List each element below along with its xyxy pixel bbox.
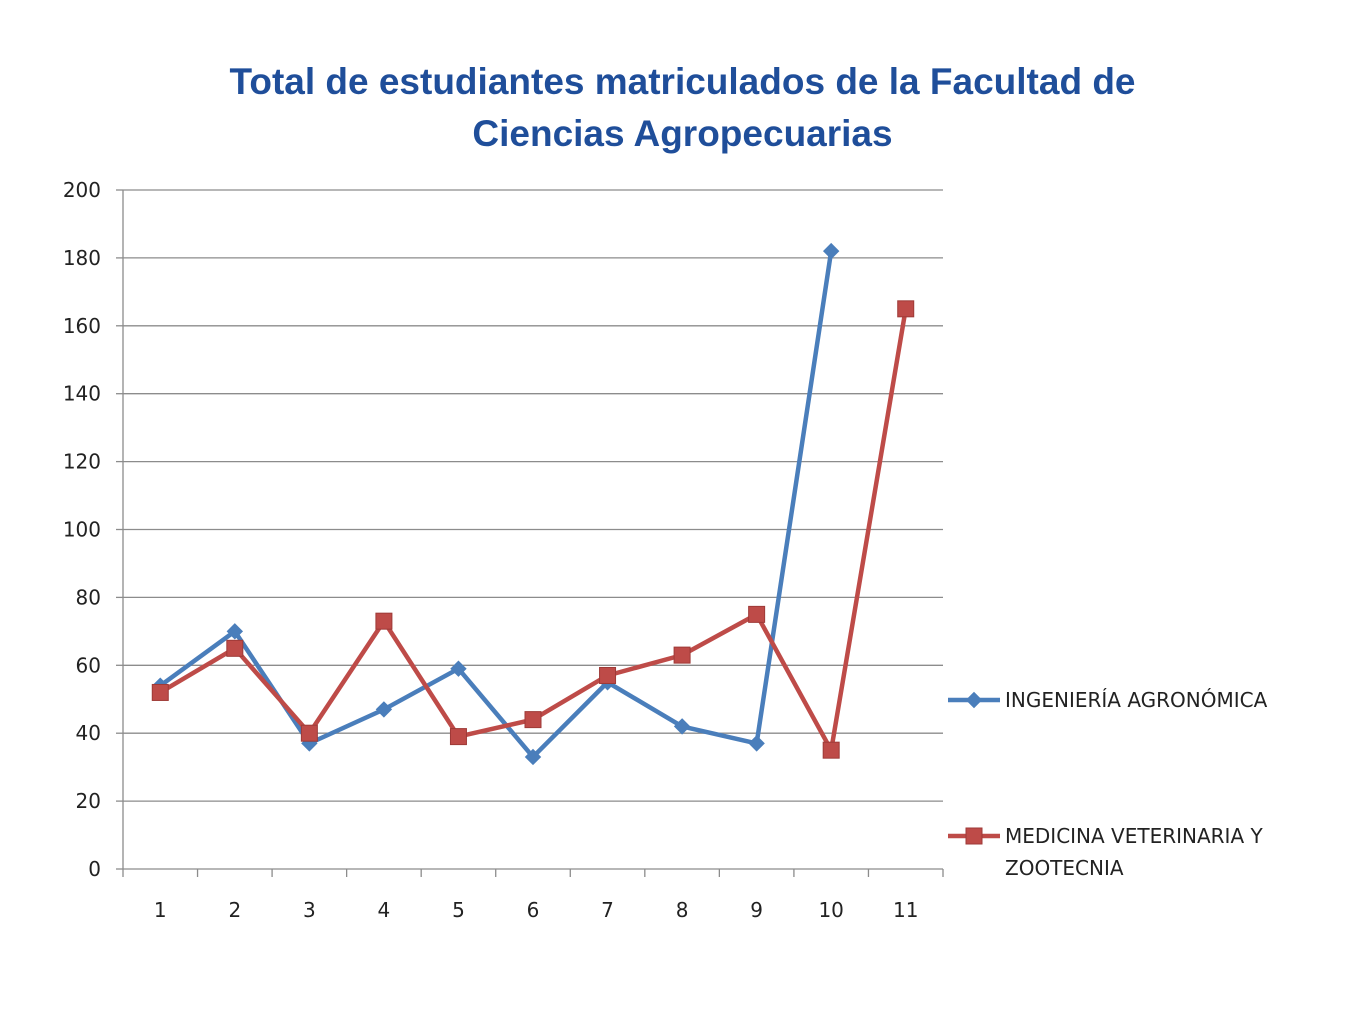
y-tick-label: 140 (63, 382, 101, 406)
y-tick-label: 40 (76, 721, 101, 745)
legend-label: ZOOTECNIA (1005, 856, 1124, 880)
data-point (300, 724, 318, 742)
legend-label: INGENIERÍA AGRONÓMICA (1005, 688, 1268, 712)
series-group (151, 242, 915, 766)
legend-marker (965, 691, 983, 709)
x-tick-label: 7 (601, 898, 614, 922)
data-point (226, 639, 244, 657)
x-tick-label: 11 (893, 898, 918, 922)
legend-item-1: INGENIERÍA AGRONÓMICA (948, 688, 1268, 712)
legend-item-2: MEDICINA VETERINARIA Y ZOOTECNIA (948, 824, 1263, 880)
x-tick-labels: 1 2 3 4 5 6 7 8 9 10 11 (154, 898, 919, 922)
chart-title-line-2: Ciencias Agropecuarias (472, 113, 893, 154)
data-point (822, 741, 840, 759)
axes (116, 189, 944, 877)
y-tick-label: 180 (63, 246, 101, 270)
chart-title: Total de estudiantes matriculados de la … (0, 56, 1365, 160)
x-tick-label: 3 (303, 898, 316, 922)
legend: INGENIERÍA AGRONÓMICA MEDICINA VETERINARI… (948, 688, 1268, 880)
gridlines (123, 189, 943, 802)
y-tick-label: 80 (76, 585, 101, 609)
data-point (748, 605, 766, 623)
data-point (897, 300, 915, 318)
legend-label: MEDICINA VETERINARIA Y (1005, 824, 1263, 848)
data-point (151, 683, 169, 701)
x-tick-label: 5 (452, 898, 465, 922)
data-point (673, 646, 691, 664)
x-tick-label: 9 (750, 898, 763, 922)
data-point (449, 728, 467, 746)
y-tick-label: 160 (63, 314, 101, 338)
data-point (524, 711, 542, 729)
y-tick-label: 20 (76, 789, 101, 813)
data-point (822, 242, 840, 260)
y-tick-labels: 0 20 40 60 80 100 120 140 160 180 200 (63, 178, 101, 881)
x-tick-label: 8 (676, 898, 689, 922)
x-tick-label: 1 (154, 898, 167, 922)
data-point (748, 735, 765, 752)
y-tick-label: 60 (76, 653, 101, 677)
x-tick-label: 10 (818, 898, 843, 922)
series-2 (151, 300, 915, 759)
data-point (673, 718, 691, 735)
x-tick-label: 6 (527, 898, 540, 922)
y-tick-label: 120 (63, 450, 101, 474)
data-point (226, 623, 244, 640)
data-point (375, 701, 393, 718)
x-tick-label: 4 (378, 898, 391, 922)
data-point (599, 666, 617, 684)
x-tick-label: 2 (228, 898, 241, 922)
series-1 (152, 242, 840, 766)
y-tick-label: 200 (63, 178, 101, 202)
data-point (375, 612, 393, 630)
data-point (524, 748, 542, 766)
chart-title-line-1: Total de estudiantes matriculados de la … (229, 61, 1136, 102)
y-tick-label: 100 (63, 518, 101, 542)
data-point (450, 660, 467, 677)
y-tick-label: 0 (88, 857, 101, 881)
legend-marker (965, 827, 983, 845)
